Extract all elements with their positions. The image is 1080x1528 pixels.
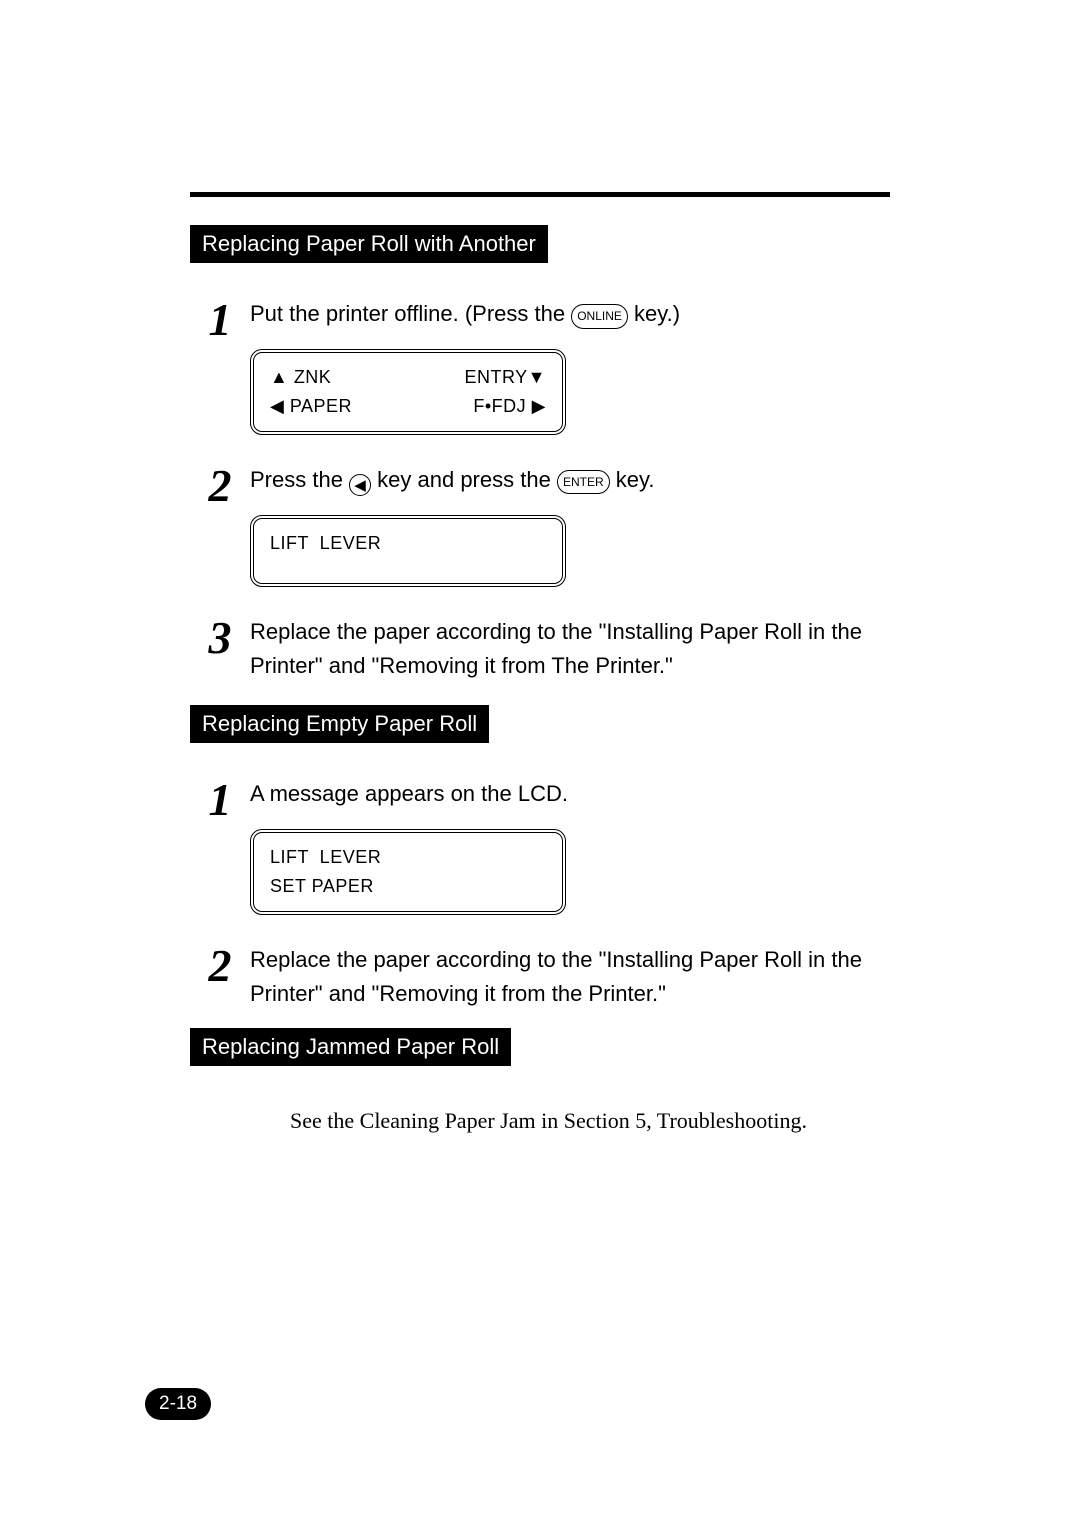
step-number: 1 <box>190 777 250 923</box>
page-number-badge: 2-18 <box>145 1388 211 1420</box>
lcd-text: ◀ PAPER <box>270 392 352 421</box>
section-title-2: Replacing Empty Paper Roll <box>190 705 489 743</box>
step-1-1: 1 Put the printer offline. (Press the ON… <box>190 297 890 443</box>
lcd: ▲ ZNK ENTRY▼ ◀ PAPER F•FDJ ▶ <box>250 349 566 435</box>
section-title-3: Replacing Jammed Paper Roll <box>190 1028 511 1066</box>
text: A message appears on the LCD. <box>250 781 568 806</box>
step-1-3: 3 Replace the paper according to the "In… <box>190 615 890 683</box>
top-rule <box>190 192 890 197</box>
text: key and press the <box>371 467 557 492</box>
step-number: 2 <box>190 463 250 595</box>
step-number: 2 <box>190 943 250 1011</box>
lcd: LIFT LEVER <box>250 515 566 587</box>
step-2-1: 1 A message appears on the LCD. LIFT LEV… <box>190 777 890 923</box>
step-number: 1 <box>190 297 250 443</box>
text: Replace the paper according to the "Inst… <box>250 619 862 678</box>
step-body: A message appears on the LCD. LIFT LEVER… <box>250 777 890 923</box>
section-replacing-another: Replacing Paper Roll with Another 1 Put … <box>190 225 890 683</box>
lcd-text: LIFT LEVER <box>270 843 381 872</box>
text: Press the <box>250 467 349 492</box>
lcd-row: LIFT LEVER <box>270 529 546 558</box>
lcd: LIFT LEVER SET PAPER <box>250 829 566 915</box>
lcd-text: LIFT LEVER <box>270 529 381 558</box>
step-body: Put the printer offline. (Press the ONLI… <box>250 297 890 443</box>
text: Put the printer offline. (Press the <box>250 301 571 326</box>
lcd-display-1: ▲ ZNK ENTRY▼ ◀ PAPER F•FDJ ▶ <box>250 349 890 435</box>
lcd-row: ◀ PAPER F•FDJ ▶ <box>270 392 546 421</box>
lcd-row: ▲ ZNK ENTRY▼ <box>270 363 546 392</box>
section-replacing-empty: Replacing Empty Paper Roll 1 A message a… <box>190 705 890 1011</box>
text: key. <box>610 467 655 492</box>
troubleshoot-text: See the Cleaning Paper Jam in Section 5,… <box>290 1108 890 1134</box>
lcd-text: F•FDJ ▶ <box>473 392 546 421</box>
text: Replace the paper according to the "Inst… <box>250 947 862 1006</box>
lcd-text: ENTRY▼ <box>465 363 547 392</box>
lcd-row: SET PAPER <box>270 872 546 901</box>
section-replacing-jammed: Replacing Jammed Paper Roll See the Clea… <box>190 1028 890 1134</box>
step-body: Replace the paper according to the "Inst… <box>250 943 890 1011</box>
enter-key: ENTER <box>557 470 610 495</box>
lcd-text: SET PAPER <box>270 872 374 901</box>
lcd-display-3: LIFT LEVER SET PAPER <box>250 829 890 915</box>
lcd-row: LIFT LEVER <box>270 843 546 872</box>
online-key: ONLINE <box>571 304 628 329</box>
section-title-1: Replacing Paper Roll with Another <box>190 225 548 263</box>
lcd-text: ▲ ZNK <box>270 363 331 392</box>
lcd-display-2: LIFT LEVER <box>250 515 890 587</box>
step-body: Replace the paper according to the "Inst… <box>250 615 890 683</box>
step-1-2: 2 Press the ◀ key and press the ENTER ke… <box>190 463 890 595</box>
text: key.) <box>628 301 680 326</box>
step-2-2: 2 Replace the paper according to the "In… <box>190 943 890 1011</box>
left-arrow-key: ◀ <box>349 474 371 496</box>
step-number: 3 <box>190 615 250 683</box>
page: Replacing Paper Roll with Another 1 Put … <box>0 0 1080 1528</box>
step-body: Press the ◀ key and press the ENTER key.… <box>250 463 890 595</box>
